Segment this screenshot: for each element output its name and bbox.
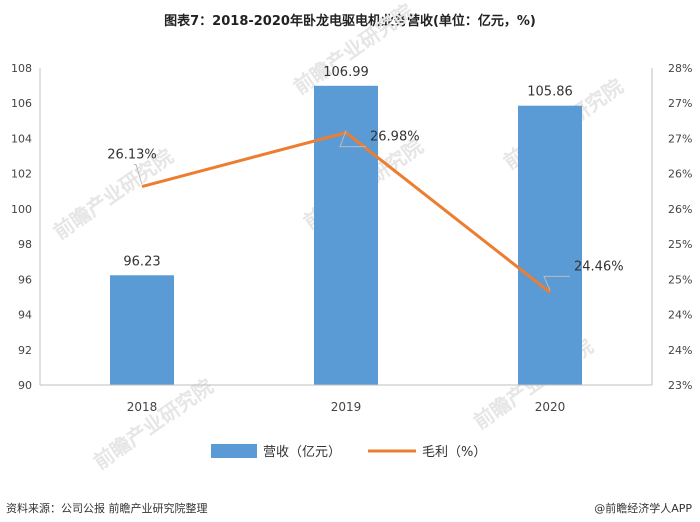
y-right-tick: 24% [668,309,692,322]
x-tick-label: 2020 [535,400,566,414]
y-right-tick: 27% [668,97,692,110]
line-label-leader [134,164,143,185]
chart: 前瞻产业研究院前瞻产业研究院前瞻产业研究院前瞻产业研究院前瞻产业研究院前瞻产业研… [11,0,692,474]
y-left-tick: 100 [11,203,32,216]
y-left-tick: 90 [18,379,32,392]
y-left-tick: 94 [18,309,32,322]
y-right-tick: 25% [668,238,692,251]
bar-2019 [314,85,378,385]
y-left-tick: 104 [11,132,32,145]
y-left-tick: 106 [11,97,32,110]
line-path [141,131,551,294]
watermark-3: 前瞻产业研究院 [89,374,217,474]
line-series: 26.13% 26.98% 24.46% [107,130,624,294]
y-left-tick: 98 [18,238,32,251]
brand-credit: @前瞻经济学人APP [594,502,692,515]
chart-title: 图表7：2018-2020年卧龙电驱电机业务营收(单位：亿元，%) [164,14,536,29]
line-label-leader [339,130,366,148]
y-left-tick: 96 [18,273,32,286]
legend-bar-swatch [211,444,257,458]
y-left-tick: 92 [18,344,32,357]
line-label: 24.46% [574,259,624,274]
bars: 96.23 106.99 105.86 [110,65,582,385]
y-right-tick: 27% [668,132,692,145]
source-note: 资料来源：公司公报 前瞻产业研究院整理 [6,502,208,515]
y-left-tick: 102 [11,168,32,181]
line-label-leader [543,275,570,291]
bar-label: 96.23 [123,254,160,269]
bar-2018 [110,275,174,385]
bar-label: 105.86 [527,85,573,100]
bar-2020 [518,105,582,385]
y-axis-right: 23% 24% 24% 25% 25% 26% 26% 27% 27% 28% [651,62,692,392]
y-right-tick: 28% [668,62,692,75]
x-tick-label: 2019 [331,400,362,414]
line-label: 26.13% [107,148,157,163]
y-right-tick: 23% [668,379,692,392]
y-axis-left: 90 92 94 96 98 100 102 104 106 108 [11,62,41,392]
x-tick-label: 2018 [127,400,158,414]
y-right-tick: 24% [668,344,692,357]
line-label: 26.98% [370,130,420,145]
x-axis: 2018 2019 2020 [40,384,652,414]
y-right-tick: 26% [668,203,692,216]
legend-line-label: 毛利（%） [422,445,486,460]
legend-bar-label: 营收（亿元） [263,445,341,460]
y-left-tick: 108 [11,62,32,75]
y-right-tick: 26% [668,168,692,181]
bar-label: 106.99 [323,65,369,80]
watermark-5: 前瞻产业研究院 [289,0,417,99]
y-right-tick: 25% [668,273,692,286]
legend: 营收（亿元） 毛利（%） [211,444,486,460]
